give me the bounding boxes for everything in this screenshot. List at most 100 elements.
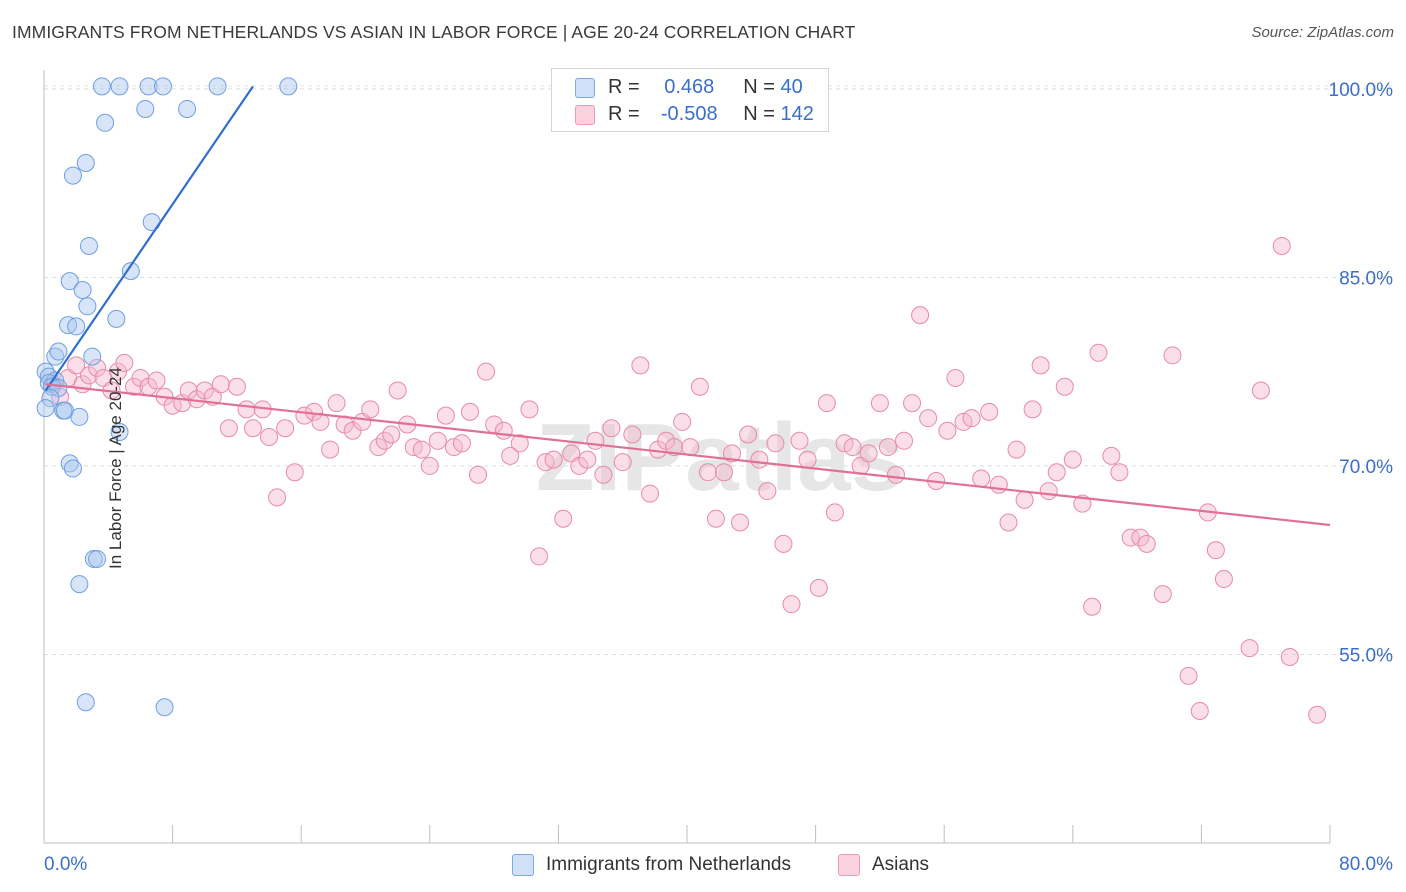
data-point-netherlands xyxy=(88,549,107,568)
data-point-asians xyxy=(452,434,471,453)
data-point-asians xyxy=(578,450,597,469)
data-point-asians xyxy=(623,425,642,444)
data-point-asians xyxy=(878,438,897,457)
data-point-netherlands xyxy=(153,77,172,96)
data-point-netherlands xyxy=(60,272,79,291)
data-point-netherlands xyxy=(49,342,68,361)
data-point-asians xyxy=(1206,541,1225,560)
data-point-asians xyxy=(766,434,785,453)
data-point-asians xyxy=(67,356,86,375)
data-point-asians xyxy=(665,438,684,457)
data-point-asians xyxy=(285,463,304,482)
data-point-asians xyxy=(698,463,717,482)
data-point-asians xyxy=(412,440,431,459)
data-point-netherlands xyxy=(110,77,129,96)
data-point-asians xyxy=(562,444,581,463)
data-point-asians xyxy=(980,402,999,421)
data-point-asians xyxy=(520,400,539,419)
data-point-asians xyxy=(825,503,844,522)
data-point-netherlands xyxy=(70,575,89,594)
data-point-asians xyxy=(1055,377,1074,396)
r-label: R = xyxy=(608,102,646,125)
data-point-asians xyxy=(586,431,605,450)
data-point-netherlands xyxy=(76,693,95,712)
data-point-asians xyxy=(1272,236,1291,255)
data-point-asians xyxy=(641,484,660,503)
data-point-asians xyxy=(903,394,922,413)
r-value-asians: -0.508 xyxy=(660,102,718,125)
legend-swatch-netherlands xyxy=(512,854,534,876)
data-point-netherlands xyxy=(67,317,86,336)
data-point-asians xyxy=(1179,666,1198,685)
data-point-asians xyxy=(613,453,632,472)
legend-item-netherlands[interactable]: Immigrants from Netherlands xyxy=(512,852,791,878)
data-point-asians xyxy=(989,475,1008,494)
chart-title: IMMIGRANTS FROM NETHERLANDS VS ASIAN IN … xyxy=(12,22,856,42)
data-point-asians xyxy=(750,450,769,469)
data-point-netherlands xyxy=(41,389,60,408)
data-point-asians xyxy=(911,306,930,325)
data-point-asians xyxy=(276,419,295,438)
data-point-asians xyxy=(361,400,380,419)
data-point-netherlands xyxy=(83,347,102,366)
data-point-asians xyxy=(999,513,1018,532)
data-point-asians xyxy=(227,377,246,396)
legend-swatch-netherlands xyxy=(575,78,595,98)
data-point-asians xyxy=(327,394,346,413)
data-point-asians xyxy=(782,595,801,614)
gridlines xyxy=(44,85,1392,655)
data-point-asians xyxy=(972,469,991,488)
legend-item-asians[interactable]: Asians xyxy=(838,852,929,878)
data-point-asians xyxy=(237,400,256,419)
data-point-asians xyxy=(211,375,230,394)
data-point-asians xyxy=(919,409,938,428)
axes xyxy=(43,70,1331,844)
data-point-netherlands xyxy=(155,698,174,717)
data-point-asians xyxy=(843,438,862,457)
data-points xyxy=(36,77,1327,724)
data-point-asians xyxy=(809,578,828,597)
n-label: N = xyxy=(743,102,781,125)
data-point-asians xyxy=(594,465,613,484)
data-point-asians xyxy=(1190,702,1209,721)
chart-source: Source: ZipAtlas.com xyxy=(1251,24,1394,41)
data-point-asians xyxy=(798,450,817,469)
data-point-asians xyxy=(790,431,809,450)
data-point-asians xyxy=(388,381,407,400)
data-point-asians xyxy=(1031,356,1050,375)
r-label: R = xyxy=(608,75,646,98)
data-point-asians xyxy=(477,362,496,381)
data-point-netherlands xyxy=(110,422,129,441)
data-point-asians xyxy=(1083,597,1102,616)
data-point-asians xyxy=(714,463,733,482)
data-point-netherlands xyxy=(60,454,79,473)
data-point-asians xyxy=(859,444,878,463)
n-value-netherlands: 40 xyxy=(780,75,803,98)
data-point-asians xyxy=(731,513,750,532)
data-point-asians xyxy=(544,450,563,469)
data-point-asians xyxy=(115,353,134,372)
data-point-asians xyxy=(1121,528,1140,547)
stats-legend: R = 0.468 N = 40 R = -0.508 N = 142 xyxy=(551,68,829,132)
data-point-asians xyxy=(1039,482,1058,501)
data-point-asians xyxy=(723,444,742,463)
n-label: N = xyxy=(743,75,781,98)
data-point-netherlands xyxy=(107,309,126,328)
data-point-asians xyxy=(382,425,401,444)
data-point-asians xyxy=(895,431,914,450)
data-point-netherlands xyxy=(76,154,95,173)
data-point-netherlands xyxy=(46,347,65,366)
data-point-netherlands xyxy=(139,77,158,96)
x-tick-label: 80.0% xyxy=(1339,854,1393,875)
data-point-asians xyxy=(1102,446,1121,465)
data-point-asians xyxy=(1110,463,1129,482)
data-point-netherlands xyxy=(208,77,227,96)
data-point-asians xyxy=(1089,343,1108,362)
data-point-asians xyxy=(774,534,793,553)
data-point-asians xyxy=(554,509,573,528)
data-point-netherlands xyxy=(70,407,89,426)
data-point-asians xyxy=(886,465,905,484)
data-point-asians xyxy=(428,431,447,450)
data-point-asians xyxy=(1153,585,1172,604)
